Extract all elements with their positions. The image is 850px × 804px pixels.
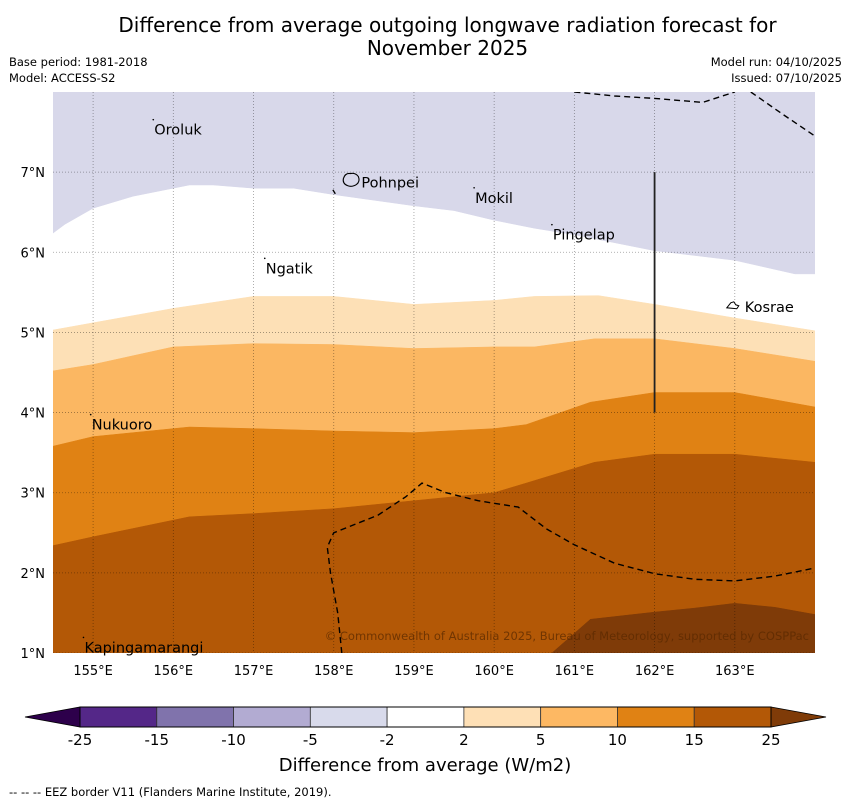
lon-tick-label: 157°E [234,664,274,679]
island-marker [82,636,85,639]
gridlines [53,92,815,653]
contour-bands [53,92,815,653]
island-shapes [342,172,740,310]
island-labels: Oroluk Pohnpei Mokil Pingelap Ngatik Kosrae Nu… [82,118,794,656]
colorbar-segment-2 [233,706,311,728]
island-label: Kosrae [745,300,794,316]
lat-tick-label: 5°N [21,326,46,341]
lat-tick-label: 3°N [21,487,46,502]
colorbar-outline [79,706,772,728]
colorbar-tick-label: 10 [608,731,627,749]
island-label: Ngatik [266,261,314,277]
contour-band-1 [53,92,815,275]
issued-date: Issued: 07/10/2025 [731,71,842,85]
colorbar-tick-label: -15 [145,731,170,749]
island-label: Nukuoro [92,418,153,434]
lon-tick-label: 158°E [314,664,354,679]
island-marker [551,223,553,226]
lat-tick-label: 4°N [21,407,46,422]
island-label: Pingelap [553,228,615,244]
island-label: Kapingamarangi [84,640,203,656]
map-plot-area: Oroluk Pohnpei Mokil Pingelap Ngatik Kosrae Nu… [21,92,815,679]
colorbar-segment-7 [617,706,695,728]
lon-tick-label: 162°E [635,664,675,679]
colorbar-segment-0 [79,706,158,728]
colorbar: -25 -15 -10 -5 -2 2 5 10 15 25 [24,706,827,749]
lon-tick-label: 160°E [474,664,514,679]
model-run: Model run: 04/10/2025 [710,55,842,69]
kosrae-outline [725,301,740,310]
colorbar-over-triangle [770,706,827,728]
island-marker [152,118,155,121]
island-label: Pohnpei [361,176,419,192]
island-marker [89,413,92,416]
colorbar-tick-label: -2 [380,731,395,749]
title-line-2: November 2025 [366,36,529,60]
colorbar-tick-label: -10 [221,731,246,749]
lat-tick-label: 7°N [21,166,46,181]
colorbar-under-triangle [24,706,81,728]
island-label: Mokil [475,191,513,207]
colorbar-tick-label: 2 [459,731,469,749]
island-label: Oroluk [154,123,202,139]
model-name: Model: ACCESS-S2 [9,71,116,85]
colorbar-title: Difference from average (W/m2) [278,755,572,776]
colorbar-tick-label: -25 [68,731,93,749]
colorbar-segment-4 [386,706,465,728]
eez-border-2 [326,482,815,653]
meta-left: Base period: 1981-2018 Model: ACCESS-S2 [9,54,148,86]
title-line-1: Difference from average outgoing longwav… [118,13,777,37]
colorbar-tick-label: 15 [685,731,704,749]
eez-borders [326,92,815,653]
eez-border-0 [574,92,736,104]
lon-tick-label: 156°E [154,664,194,679]
base-period: Base period: 1981-2018 [9,55,148,69]
island-marker [263,257,266,260]
copyright-credit: © Commonwealth of Australia 2025, Bureau… [325,629,809,643]
lon-tick-label: 155°E [73,664,113,679]
island-marker [473,186,475,189]
colorbar-tick-label: 5 [536,731,546,749]
colorbar-segment-3 [309,706,388,728]
colorbar-tick-label: -5 [303,731,318,749]
colorbar-segment-8 [693,706,772,728]
chart-title: Difference from average outgoing longwav… [0,14,850,60]
contour-band-5 [53,453,815,653]
lat-tick-label: 1°N [21,647,46,662]
colorbar-segment-6 [540,706,618,728]
meta-right: Model run: 04/10/2025 Issued: 07/10/2025 [711,54,842,86]
eez-note: -- -- -- EEZ border V11 (Flanders Marine… [9,785,332,799]
contour-band-6 [551,603,815,653]
colorbar-segment-5 [463,706,542,728]
colorbar-segment-1 [156,706,234,728]
lat-tick-label: 6°N [21,246,46,261]
lat-tick-label: 2°N [21,567,46,582]
lon-tick-label: 159°E [394,664,434,679]
eez-border-3 [332,189,336,195]
colorbar-tick-label: 25 [761,731,780,749]
lon-tick-label: 163°E [715,664,755,679]
lon-tick-label: 161°E [555,664,595,679]
eez-border-1 [750,92,815,137]
pohnpei-outline [342,172,360,187]
